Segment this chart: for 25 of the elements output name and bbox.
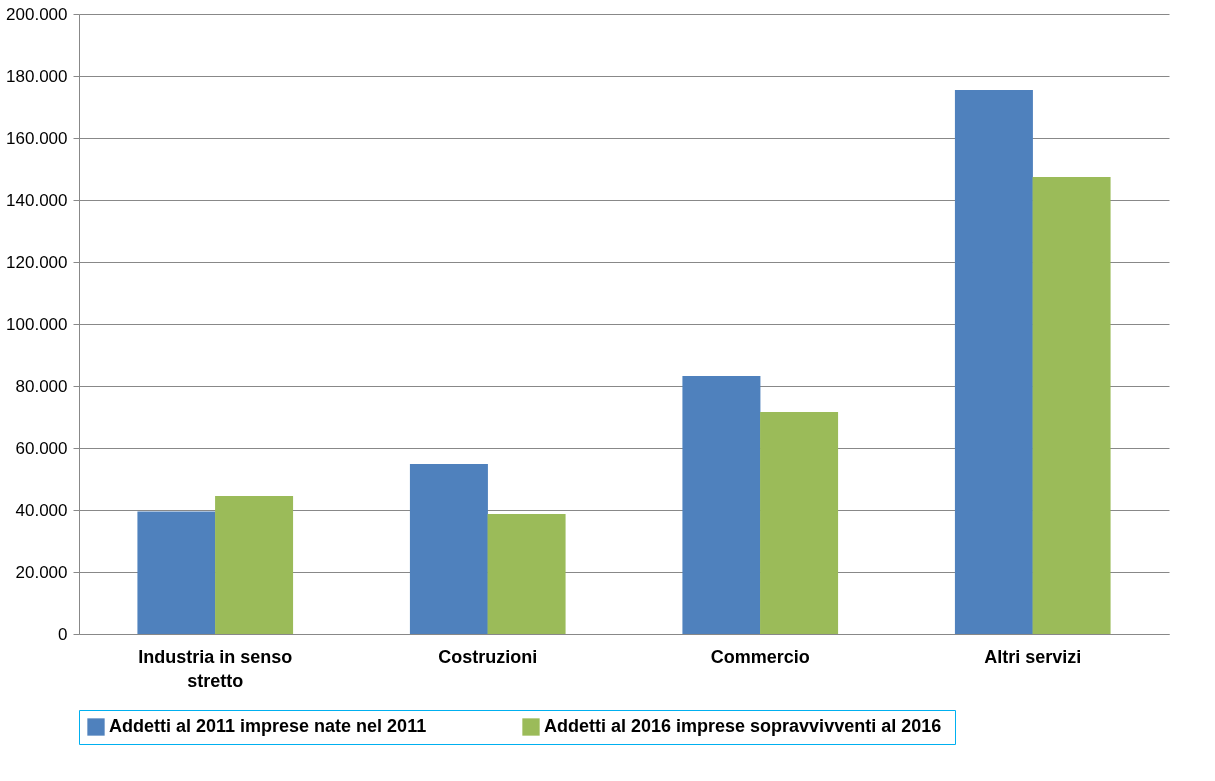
bar [487,514,566,634]
y-tick-label: 140.000 [6,190,68,210]
y-tick-label: 100.000 [6,314,68,334]
x-tick-label: Industria in senso stretto [138,646,293,691]
y-tick-label: 60.000 [15,438,68,458]
y-tick-label: 0 [58,624,68,644]
bar [137,511,216,634]
legend-label: Addetti al 2016 imprese sopravvivventi al 2016 [544,716,942,736]
y-tick-label: 40.000 [15,500,68,520]
bar [954,89,1033,634]
x-tick-label: Commercio [710,646,810,667]
bar [409,464,488,634]
bar [760,412,839,634]
y-tick-label: 180.000 [6,66,68,86]
bar [1032,177,1111,634]
bar [215,496,294,634]
y-tick-label: 80.000 [15,376,68,396]
y-tick-label: 200.000 [6,4,68,24]
y-tick-label: 160.000 [6,128,68,148]
legend-label: Addetti al 2011 imprese nate nel 2011 [109,716,427,736]
y-tick-label: 20.000 [15,562,68,582]
x-tick-label: Altri servizi [984,646,1082,667]
bar [682,376,761,634]
x-tick-label: Costruzioni [438,646,538,667]
y-tick-label: 120.000 [6,252,68,272]
